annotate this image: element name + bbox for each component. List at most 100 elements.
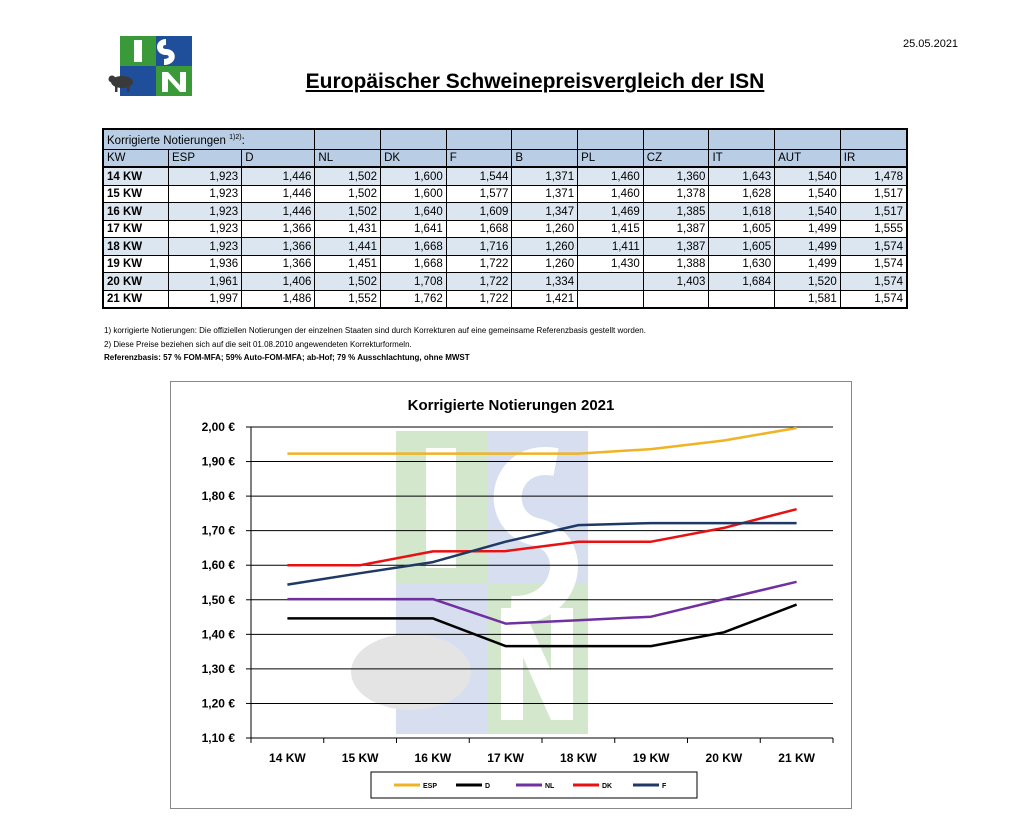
row-week: 19 KW [102, 254, 169, 274]
price-cell: 1,334 [511, 272, 579, 291]
price-cell: 1,387 [642, 237, 710, 256]
price-cell: 1,540 [774, 202, 841, 221]
table-row: 15 KW 1,923 1,446 1,502 1,600 1,577 1,371 1,460… [102, 184, 908, 204]
y-tick-label: 1,10 € [202, 731, 236, 745]
price-cell: 1,552 [314, 289, 382, 309]
price-cell [708, 289, 776, 309]
price-cell: 1,574 [839, 272, 908, 291]
report-date: 25.05.2021 [903, 38, 959, 50]
price-cell: 1,923 [167, 184, 243, 204]
table-caption-cell [380, 128, 447, 150]
column-header: PL [577, 148, 644, 169]
x-tick-label: 16 KW [415, 751, 452, 765]
series-line-esp [287, 426, 797, 455]
price-cell: 1,643 [708, 166, 776, 186]
price-cell: 1,431 [314, 219, 382, 239]
price-cell: 1,618 [708, 202, 776, 221]
x-tick-label: 17 KW [487, 751, 524, 765]
y-tick-label: 1,60 € [202, 558, 236, 572]
price-cell: 1,406 [241, 272, 316, 291]
table-row: 17 KW 1,923 1,366 1,431 1,641 1,668 1,260 1,415… [102, 219, 908, 239]
y-tick-label: 2,00 € [202, 420, 236, 434]
price-cell: 1,517 [839, 202, 908, 221]
footnote-1: 1) korrigierte Notierungen: Die offiziel… [104, 326, 646, 335]
y-tick-label: 1,90 € [202, 455, 236, 469]
price-cell: 1,499 [774, 219, 841, 239]
table-row: 18 KW 1,923 1,366 1,441 1,668 1,716 1,260 1,411… [102, 237, 908, 256]
price-cell: 1,517 [839, 184, 908, 204]
column-header: ESP [167, 148, 243, 169]
column-header: DK [380, 148, 447, 169]
watermark-letter [501, 608, 573, 720]
watermark-letter [493, 447, 578, 624]
price-cell: 1,544 [445, 166, 513, 186]
x-tick-label: 18 KW [560, 751, 597, 765]
row-week: 15 KW [102, 184, 169, 204]
table-header-row: KW ESP D NL DK F B PL CZ IT AUT IR [102, 148, 908, 169]
table-row: 19 KW 1,936 1,366 1,451 1,668 1,722 1,260 1,430… [102, 254, 908, 274]
column-header: AUT [774, 148, 841, 169]
legend-label-esp: ESP [423, 783, 437, 790]
price-cell: 1,722 [445, 289, 513, 309]
price-cell: 1,347 [511, 202, 579, 221]
price-cell: 1,722 [445, 272, 513, 291]
price-cell: 1,371 [511, 184, 579, 204]
x-tick-label: 20 KW [706, 751, 743, 765]
price-cell: 1,668 [380, 254, 447, 274]
table-row: 20 KW 1,961 1,406 1,502 1,708 1,722 1,334 1,403… [102, 272, 908, 291]
price-cell: 1,260 [511, 254, 579, 274]
price-table: Korrigierte Notierungen 1)2): KW ESP D NL DK F… [102, 128, 908, 310]
price-cell: 1,609 [445, 202, 513, 221]
price-cell: 1,581 [774, 289, 841, 309]
price-cell: 1,378 [642, 184, 710, 204]
series-line-d [287, 603, 798, 648]
column-header: IR [839, 148, 908, 169]
table-caption-cell [314, 128, 382, 150]
price-cell: 1,411 [577, 237, 644, 256]
y-tick-label: 1,50 € [202, 593, 236, 607]
table-caption-cell [774, 128, 841, 150]
table-caption-cell [642, 128, 710, 150]
price-cell: 1,387 [642, 219, 710, 239]
row-week: 17 KW [102, 219, 169, 239]
page-title: Europäischer Schweinepreisvergleich der … [305, 70, 765, 93]
price-cell: 1,640 [380, 202, 447, 221]
table-caption-cell [839, 128, 908, 150]
row-week: 16 KW [102, 202, 169, 221]
price-cell: 1,502 [314, 272, 382, 291]
table-caption-cell [708, 128, 776, 150]
price-cell: 1,451 [314, 254, 382, 274]
price-cell: 1,502 [314, 202, 382, 221]
line-chart: Korrigierte Notierungen 2021 1,10 € 1,20 €… [202, 397, 834, 799]
price-cell: 1,520 [774, 272, 841, 291]
price-cell: 1,641 [380, 219, 447, 239]
legend-label-nl: NL [545, 783, 555, 790]
price-cell: 1,961 [167, 272, 243, 291]
price-cell [642, 289, 710, 309]
column-header: NL [314, 148, 382, 169]
price-cell: 1,469 [577, 202, 644, 221]
legend-label-dk: DK [602, 783, 612, 790]
series-line-f [287, 521, 797, 586]
price-cell: 1,499 [774, 254, 841, 274]
price-cell: 1,997 [167, 289, 243, 309]
price-cell [577, 289, 644, 309]
chart-frame: Korrigierte Notierungen 2021 1,10 € 1,20 €… [170, 381, 852, 809]
price-cell: 1,446 [241, 166, 316, 186]
price-cell: 1,577 [445, 184, 513, 204]
price-cell: 1,260 [511, 219, 579, 239]
price-cell: 1,684 [708, 272, 776, 291]
x-tick-label: 19 KW [633, 751, 670, 765]
price-cell: 1,574 [839, 254, 908, 274]
series-line-dk [287, 507, 797, 567]
y-tick-label: 1,30 € [202, 662, 236, 676]
watermark-pig [351, 634, 471, 710]
price-cell: 1,403 [642, 272, 710, 291]
watermark-letter [426, 448, 456, 568]
footnote-2: 2) Diese Preise beziehen sich auf die se… [104, 339, 412, 349]
price-cell: 1,446 [241, 184, 316, 204]
price-cell: 1,460 [577, 184, 644, 204]
series-line-nl [287, 580, 797, 625]
price-cell: 1,430 [577, 254, 644, 274]
table-caption: Korrigierte Notierungen 1)2): [102, 128, 316, 150]
